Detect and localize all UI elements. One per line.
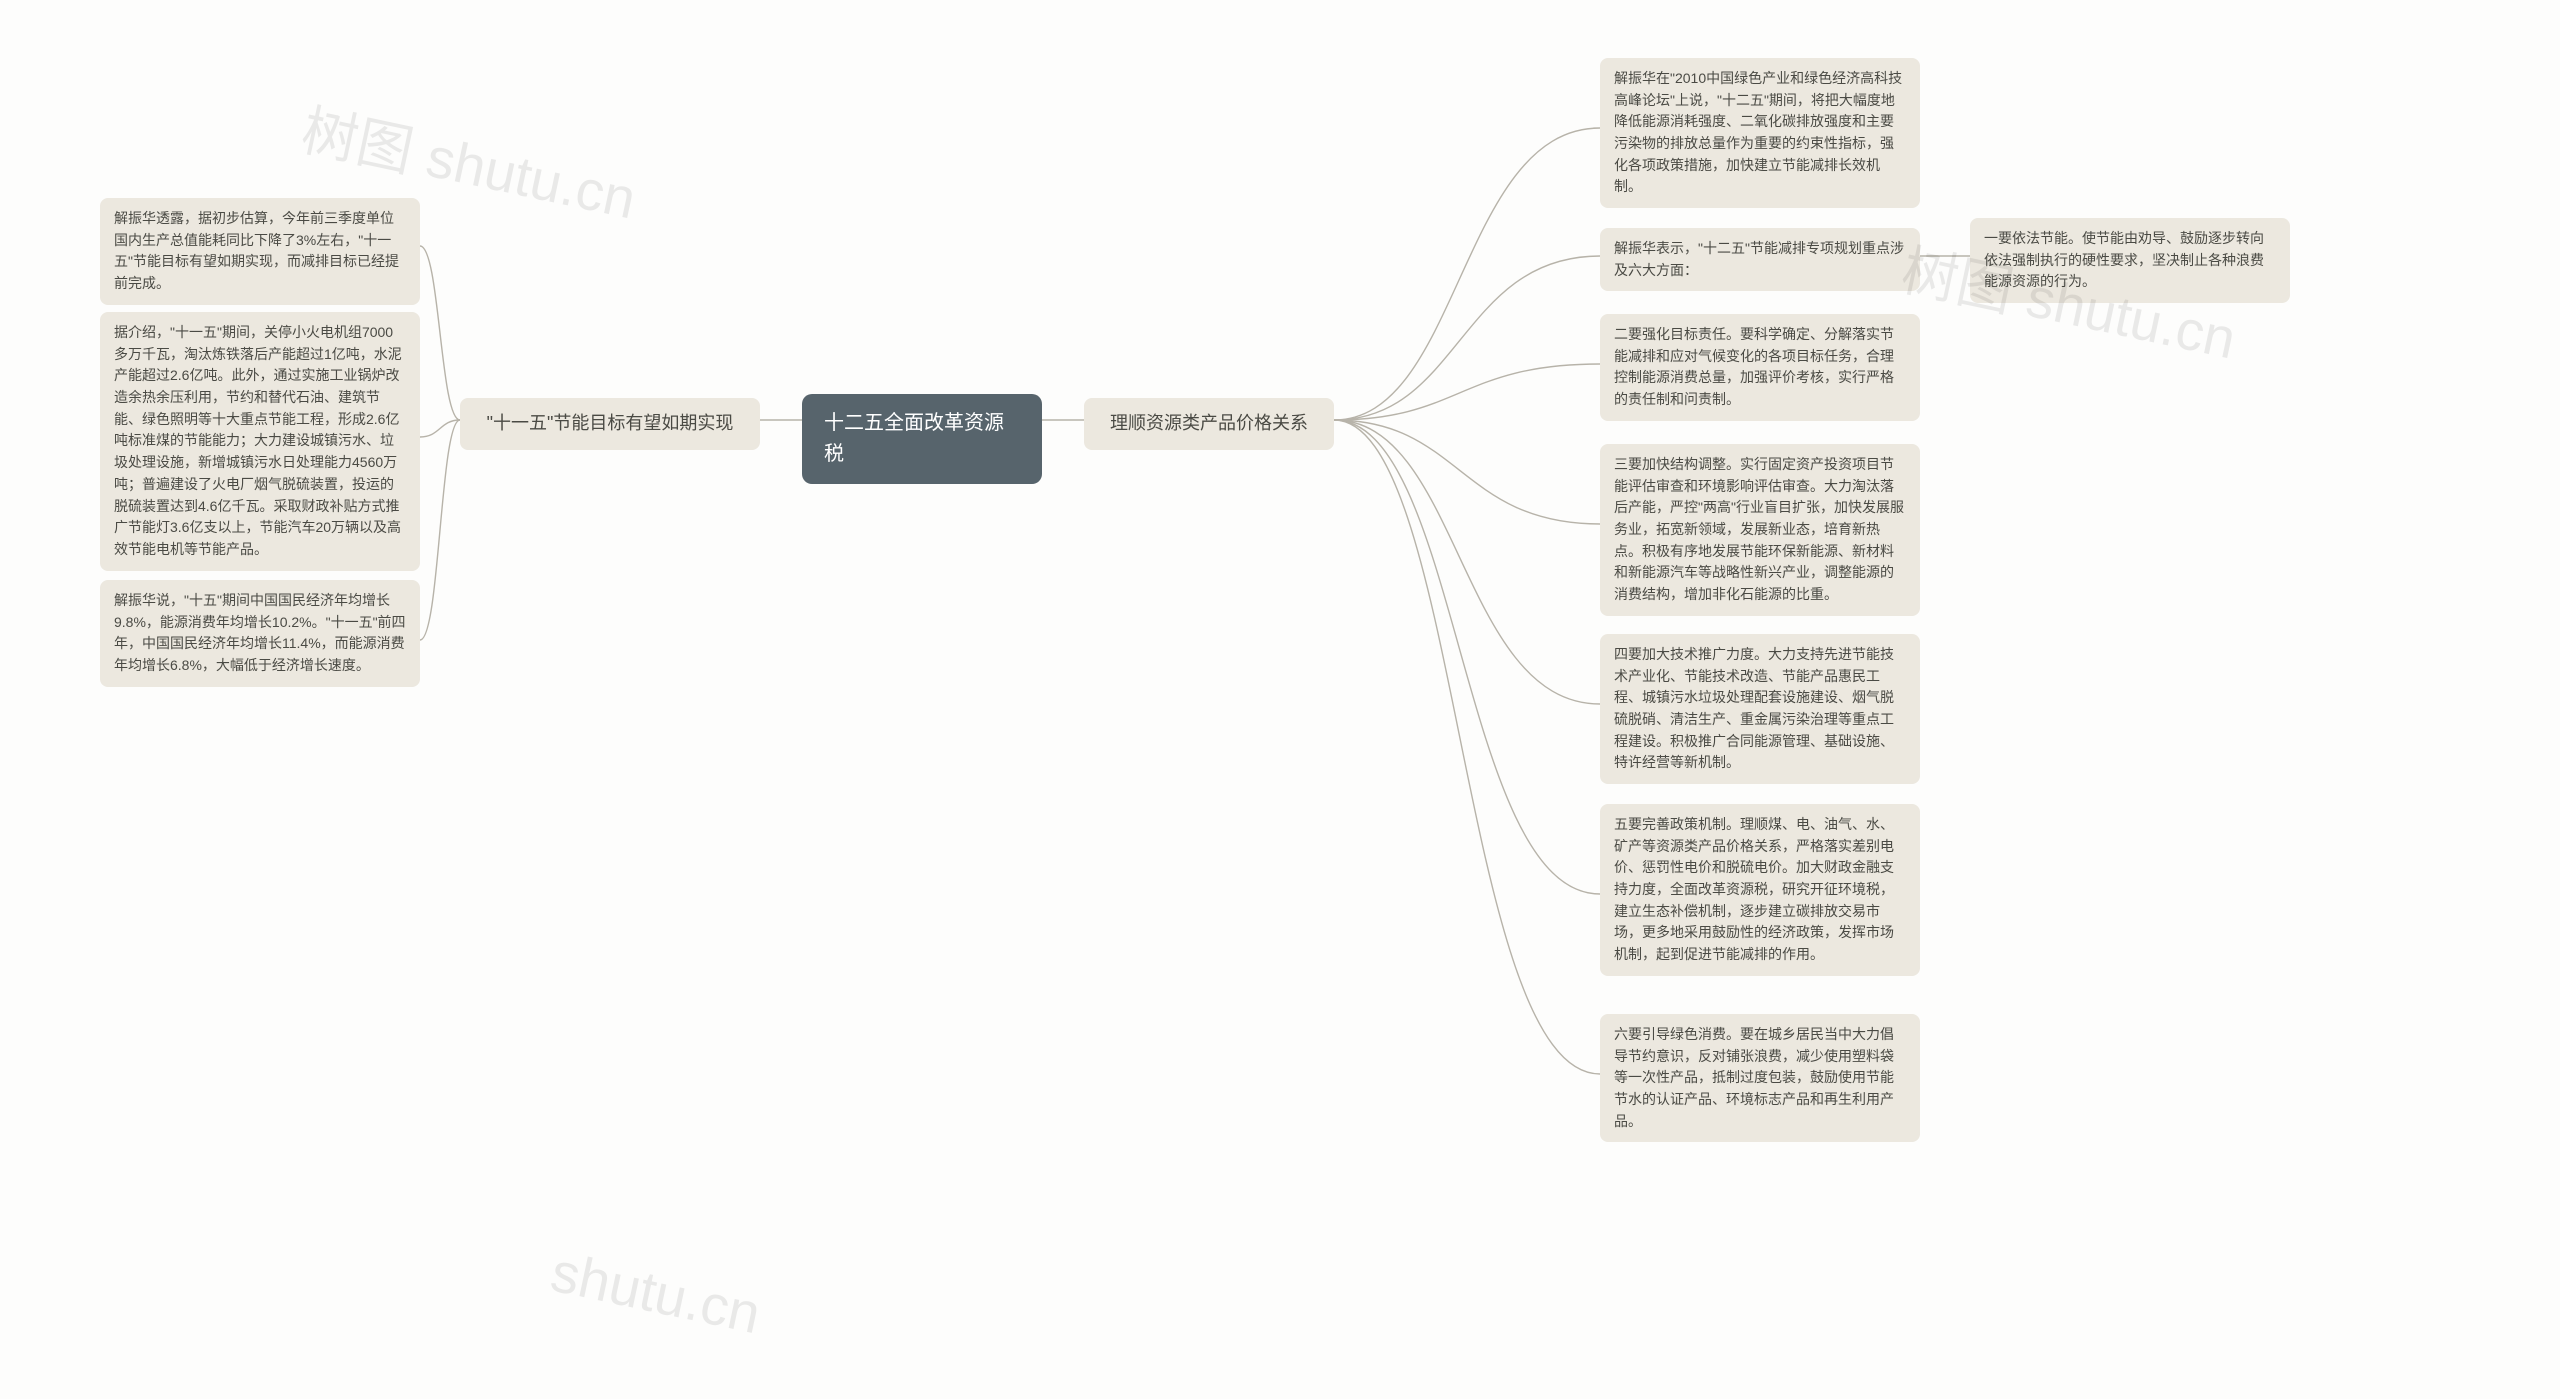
watermark: shutu.cn xyxy=(546,1239,767,1347)
right-leaf-3[interactable]: 二要强化目标责任。要科学确定、分解落实节能减排和应对气候变化的各项目标任务，合理… xyxy=(1600,314,1920,421)
right-leaf-6[interactable]: 五要完善政策机制。理顺煤、电、油气、水、矿产等资源类产品价格关系，严格落实差别电… xyxy=(1600,804,1920,976)
leaf-text: 四要加大技术推广力度。大力支持先进节能技术产业化、节能技术改造、节能产品惠民工程… xyxy=(1614,646,1894,770)
right-leaf-2[interactable]: 解振华表示，"十二五"节能减排专项规划重点涉及六大方面： xyxy=(1600,228,1920,291)
leaf-text: 三要加快结构调整。实行固定资产投资项目节能评估审查和环境影响评估审查。大力淘汰落… xyxy=(1614,456,1904,602)
root-node[interactable]: 十二五全面改革资源税 xyxy=(802,394,1042,484)
right-leaf-5[interactable]: 四要加大技术推广力度。大力支持先进节能技术产业化、节能技术改造、节能产品惠民工程… xyxy=(1600,634,1920,784)
right-branch-label: 理顺资源类产品价格关系 xyxy=(1110,413,1308,433)
left-leaf-3[interactable]: 解振华说，"十五"期间中国国民经济年均增长9.8%，能源消费年均增长10.2%。… xyxy=(100,580,420,687)
right-leaf-4[interactable]: 三要加快结构调整。实行固定资产投资项目节能评估审查和环境影响评估审查。大力淘汰落… xyxy=(1600,444,1920,616)
left-leaf-2[interactable]: 据介绍，"十一五"期间，关停小火电机组7000多万千瓦，淘汰炼铁落后产能超过1亿… xyxy=(100,312,420,571)
right-leaf-2a[interactable]: 一要依法节能。使节能由劝导、鼓励逐步转向依法强制执行的硬性要求，坚决制止各种浪费… xyxy=(1970,218,2290,303)
left-branch-label: "十一五"节能目标有望如期实现 xyxy=(487,413,734,433)
left-leaf-1[interactable]: 解振华透露，据初步估算，今年前三季度单位国内生产总值能耗同比下降了3%左右，"十… xyxy=(100,198,420,305)
leaf-text: 五要完善政策机制。理顺煤、电、油气、水、矿产等资源类产品价格关系，严格落实差别电… xyxy=(1614,816,1894,962)
leaf-text: 解振华说，"十五"期间中国国民经济年均增长9.8%，能源消费年均增长10.2%。… xyxy=(114,592,406,673)
leaf-text: 解振华表示，"十二五"节能减排专项规划重点涉及六大方面： xyxy=(1614,240,1904,278)
leaf-text: 一要依法节能。使节能由劝导、鼓励逐步转向依法强制执行的硬性要求，坚决制止各种浪费… xyxy=(1984,230,2264,289)
right-branch-node[interactable]: 理顺资源类产品价格关系 xyxy=(1084,398,1334,450)
leaf-text: 解振华在"2010中国绿色产业和绿色经济高科技高峰论坛"上说，"十二五"期间，将… xyxy=(1614,70,1902,194)
right-leaf-1[interactable]: 解振华在"2010中国绿色产业和绿色经济高科技高峰论坛"上说，"十二五"期间，将… xyxy=(1600,58,1920,208)
root-label: 十二五全面改革资源税 xyxy=(824,412,1004,465)
leaf-text: 解振华透露，据初步估算，今年前三季度单位国内生产总值能耗同比下降了3%左右，"十… xyxy=(114,210,399,291)
left-branch-node[interactable]: "十一五"节能目标有望如期实现 xyxy=(460,398,760,450)
mindmap-canvas: 十二五全面改革资源税 "十一五"节能目标有望如期实现 解振华透露，据初步估算，今… xyxy=(0,0,2560,1399)
leaf-text: 据介绍，"十一五"期间，关停小火电机组7000多万千瓦，淘汰炼铁落后产能超过1亿… xyxy=(114,324,402,557)
leaf-text: 二要强化目标责任。要科学确定、分解落实节能减排和应对气候变化的各项目标任务，合理… xyxy=(1614,326,1894,407)
leaf-text: 六要引导绿色消费。要在城乡居民当中大力倡导节约意识，反对铺张浪费，减少使用塑料袋… xyxy=(1614,1026,1894,1129)
right-leaf-7[interactable]: 六要引导绿色消费。要在城乡居民当中大力倡导节约意识，反对铺张浪费，减少使用塑料袋… xyxy=(1600,1014,1920,1142)
